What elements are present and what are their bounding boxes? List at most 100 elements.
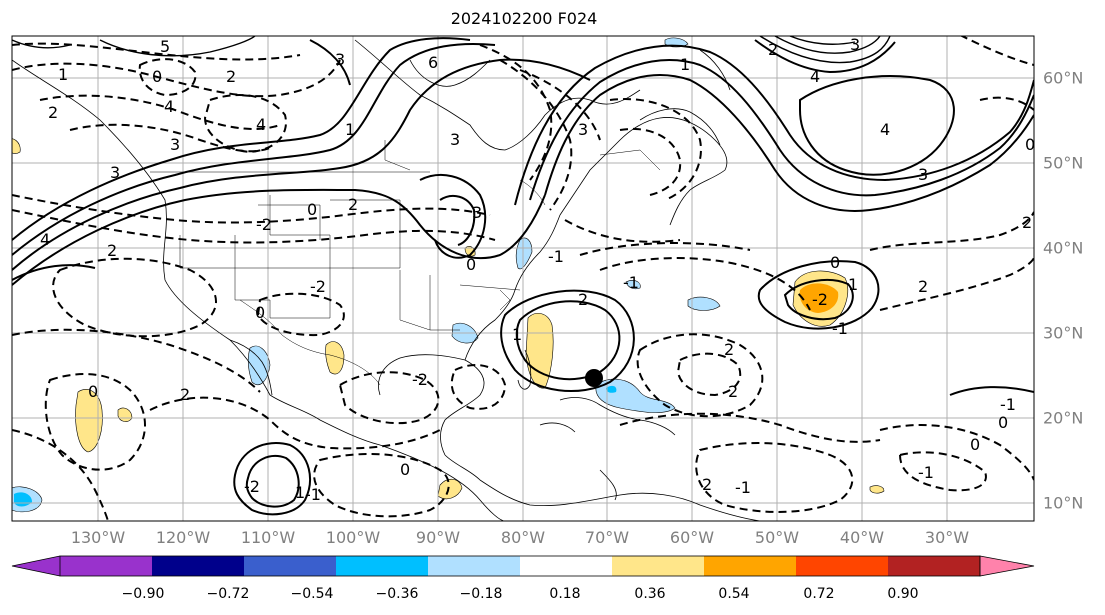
colorbar-segment [704, 556, 797, 576]
contour-label: -2 [310, 277, 326, 296]
colorbar-segment [152, 556, 245, 576]
contour-label: 2 [226, 67, 236, 86]
contour-label: 0 [152, 67, 162, 86]
contour-label: 2 [702, 475, 712, 494]
contour-label: 3 [450, 130, 460, 149]
lon-label: 70°W [584, 528, 630, 547]
lat-label: 10°N [1043, 493, 1084, 513]
lon-label: 130°W [70, 528, 126, 547]
contour-label: 1 [848, 275, 858, 294]
lon-label: 100°W [325, 528, 381, 547]
contour-label: 3 [578, 120, 588, 139]
contour-label: 2 [107, 241, 117, 260]
anomaly-lightblue [515, 237, 533, 270]
contour-label: 0 [970, 435, 980, 454]
graticule [12, 36, 1034, 521]
lon-label: 90°W [415, 528, 461, 547]
anomaly-yellow [437, 479, 463, 500]
colorbar-segment [888, 556, 981, 576]
contour-label: 3 [110, 163, 120, 182]
contour-label: 0 [998, 413, 1008, 432]
lon-label: 40°W [839, 528, 885, 547]
contour-label: 3 [850, 35, 860, 54]
contour-label: -2 [812, 290, 828, 309]
contour-label: 3 [170, 135, 180, 154]
contour-label: 4 [164, 97, 174, 116]
contour-label: 4 [880, 120, 890, 139]
contour-label: 2 [724, 340, 734, 359]
contour-label: 1 [345, 120, 355, 139]
anomaly-orange-core [799, 283, 839, 313]
contour-label: -1 [735, 478, 751, 497]
contour-label: 2 [348, 195, 358, 214]
anomaly-blue-core [606, 385, 617, 393]
contour-label: 3 [335, 50, 345, 69]
lon-label: 50°W [754, 528, 800, 547]
contour-label: 2 [918, 277, 928, 296]
contour-label: 3 [472, 203, 482, 222]
contour-label: -1 [1000, 395, 1016, 414]
colorbar-segment [336, 556, 429, 576]
contour-label: -2 [412, 370, 428, 389]
contour-label: 0 [255, 303, 265, 322]
contour-label: -2 [244, 477, 260, 496]
borders [150, 140, 661, 386]
contour-label: 1 [680, 55, 690, 74]
coastlines [12, 39, 761, 521]
colorbar-segment [520, 556, 613, 576]
contour-label: 1 [295, 483, 305, 502]
contour-label: 2 [768, 40, 778, 59]
colorbar-tick: 0.90 [887, 586, 919, 602]
contour-label: -1 [548, 247, 564, 266]
colorbar-tick: −0.72 [206, 586, 250, 602]
contour-label: -2 [256, 215, 272, 234]
lat-label: 50°N [1043, 153, 1084, 173]
contour-label: 6 [428, 53, 438, 72]
anomaly-lightblue [247, 345, 271, 386]
lat-label: 20°N [1043, 408, 1084, 428]
storm-center-marker [585, 369, 603, 387]
contour-label: 5 [160, 37, 170, 56]
lon-label: 120°W [155, 528, 211, 547]
contour-label: 0 [1025, 135, 1035, 154]
lon-label: 30°W [924, 528, 970, 547]
anomaly-yellow [117, 407, 133, 422]
lon-label: 60°W [669, 528, 715, 547]
anomaly-lightblue [625, 280, 641, 290]
colorbar-tick: −0.54 [290, 586, 334, 602]
map-title: 2024102200 F024 [450, 9, 598, 28]
colorbar-tick: 0.72 [803, 586, 835, 602]
contour-label: 2 [48, 103, 58, 122]
colorbar-tick: 0.54 [718, 586, 750, 602]
colorbar-tick: −0.36 [375, 586, 419, 602]
contour-label: 2 [180, 385, 190, 404]
anomaly-yellow [12, 138, 21, 154]
contour-label: 0 [307, 200, 317, 219]
contour-label: 1 [58, 65, 68, 84]
lon-label: 110°W [240, 528, 296, 547]
contour-label: 2 [578, 290, 588, 309]
colorbar-segment [244, 556, 337, 576]
contour-label: 0 [830, 253, 840, 272]
colorbar-extend-low-outline [11, 555, 61, 577]
contour-label: 4 [40, 230, 50, 249]
contours-dashed [12, 36, 1034, 521]
contour-label: -1 [832, 319, 848, 338]
anomaly-yellow [325, 341, 345, 375]
anomaly-lightblue [687, 296, 721, 311]
contour-label: 4 [810, 67, 820, 86]
contour-label: -1 [305, 485, 321, 504]
lat-label: 30°N [1043, 323, 1084, 343]
colorbar-extend-low [12, 556, 152, 576]
colorbar-tick: 0.18 [549, 586, 581, 602]
colorbar-tick: −0.90 [121, 586, 165, 602]
colorbar-extend-high [979, 555, 1035, 577]
contour-label: 1 [512, 325, 522, 344]
lat-label: 60°N [1043, 68, 1084, 88]
contour-label: 0 [400, 460, 410, 479]
lat-label: 40°N [1043, 238, 1084, 258]
contour-label: 2 [728, 382, 738, 401]
contour-label: 3 [918, 165, 928, 184]
lon-label: 80°W [500, 528, 546, 547]
anomaly-yellow [869, 485, 885, 494]
